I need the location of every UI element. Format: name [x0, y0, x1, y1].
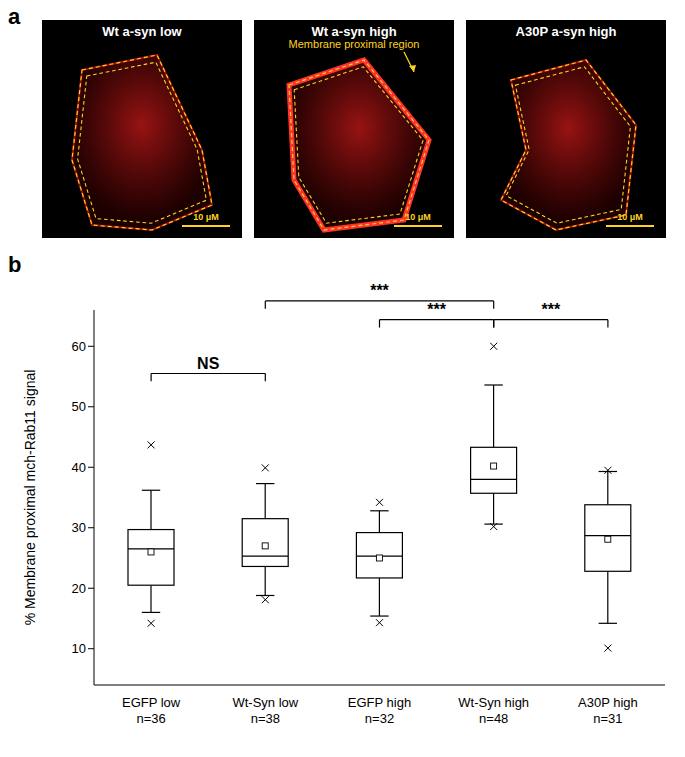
svg-text:EGFP lown=36: EGFP lown=36 — [122, 695, 181, 726]
svg-text:% Membrane proximal mch-Rab11: % Membrane proximal mch-Rab11 signal — [22, 370, 38, 626]
svg-text:EGFP highn=32: EGFP highn=32 — [348, 695, 411, 726]
svg-text:10: 10 — [72, 641, 86, 656]
svg-text:Membrane proximal region: Membrane proximal region — [289, 38, 420, 50]
svg-text:10 μM: 10 μM — [193, 212, 219, 222]
svg-text:A30P highn=31: A30P highn=31 — [578, 695, 638, 726]
svg-text:40: 40 — [72, 460, 86, 475]
svg-text:Wt-Syn lown=38: Wt-Syn lown=38 — [232, 695, 298, 726]
html-text:Wt a-syn low: Wt a-syn low — [102, 24, 182, 39]
svg-text:50: 50 — [72, 399, 86, 414]
svg-text:***: *** — [427, 301, 446, 318]
svg-text:Wt-Syn highn=48: Wt-Syn highn=48 — [458, 695, 529, 726]
svg-text:***: *** — [370, 282, 389, 299]
html-text:b: b — [8, 252, 22, 277]
svg-text:***: *** — [541, 301, 560, 318]
html-text:a: a — [8, 4, 21, 29]
svg-text:10 μM: 10 μM — [405, 212, 431, 222]
svg-text:30: 30 — [72, 520, 86, 535]
svg-text:10 μM: 10 μM — [617, 212, 643, 222]
svg-text:20: 20 — [72, 581, 86, 596]
html-text:Wt a-syn high: Wt a-syn high — [311, 24, 397, 39]
svg-text:NS: NS — [197, 355, 220, 372]
svg-text:60: 60 — [72, 339, 86, 354]
html-text:A30P a-syn high: A30P a-syn high — [515, 24, 617, 39]
